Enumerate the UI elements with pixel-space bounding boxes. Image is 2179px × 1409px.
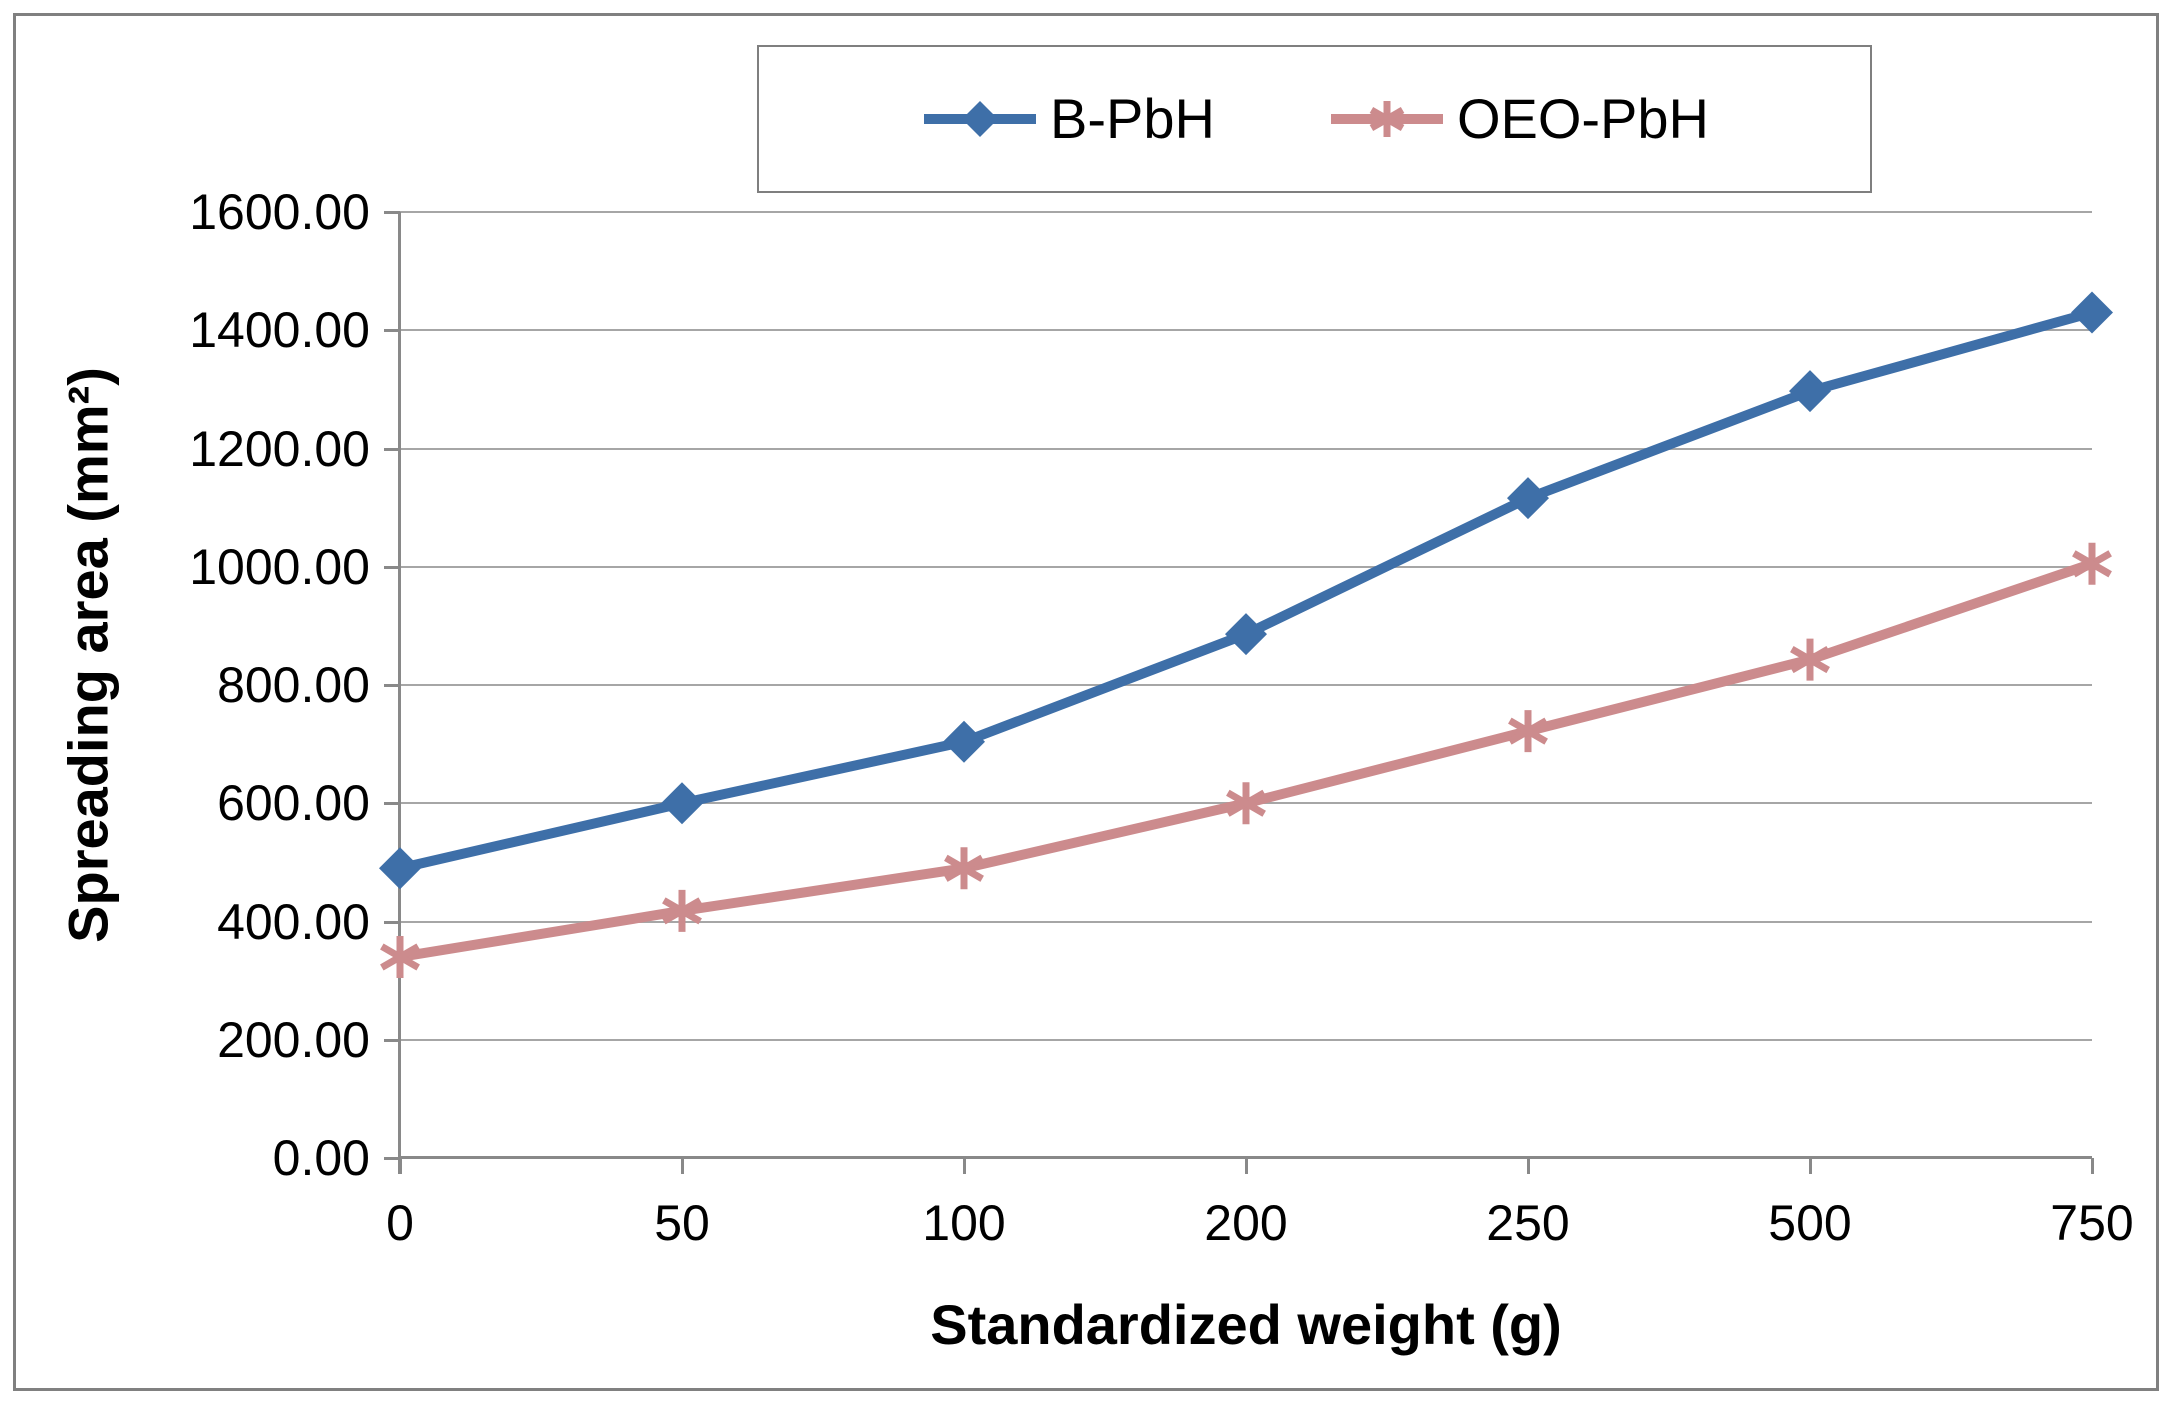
plot-area bbox=[379, 291, 2113, 978]
gridline bbox=[400, 447, 2092, 450]
y-axis-line bbox=[398, 212, 401, 1174]
y-tick bbox=[384, 684, 400, 687]
data-point-marker-B-PbH bbox=[1507, 477, 1549, 520]
legend-asterisk-marker-icon bbox=[1330, 101, 1443, 137]
x-axis-title: Standardized weight (g) bbox=[930, 1293, 1562, 1356]
data-point-marker-OEO-PbH bbox=[1226, 789, 1266, 817]
data-point-marker-B-PbH bbox=[661, 782, 703, 825]
x-tick-label: 50 bbox=[654, 1195, 710, 1251]
legend: B-PbH OEO-PbH bbox=[757, 45, 1872, 193]
y-tick-label: 800.00 bbox=[217, 657, 370, 713]
y-tick bbox=[384, 447, 400, 451]
data-point-marker-OEO-PbH bbox=[1790, 646, 1830, 674]
y-tick bbox=[384, 920, 400, 924]
data-point-marker-B-PbH bbox=[2071, 291, 2113, 334]
gridline bbox=[400, 329, 2092, 332]
x-tick bbox=[681, 1158, 684, 1174]
legend-label-oeo-pbh: OEO-PbH bbox=[1456, 87, 1709, 150]
legend-marker-shape bbox=[962, 101, 998, 137]
y-tick-label: 600.00 bbox=[217, 775, 370, 832]
x-tick-label: 100 bbox=[922, 1195, 1006, 1251]
gridline bbox=[400, 920, 2092, 923]
y-tick-label: 1200.00 bbox=[189, 420, 370, 477]
gridline bbox=[400, 565, 2092, 568]
x-tick-label: 750 bbox=[2050, 1195, 2134, 1251]
data-point-marker-OEO-PbH bbox=[2072, 550, 2112, 578]
gridline bbox=[400, 211, 2092, 213]
x-tick bbox=[1245, 1158, 1248, 1174]
y-tick-label: 1400.00 bbox=[189, 302, 370, 359]
x-tick bbox=[2091, 1158, 2094, 1174]
x-axis-line bbox=[400, 1156, 2092, 1159]
y-tick bbox=[384, 1157, 400, 1160]
y-tick bbox=[384, 565, 400, 569]
data-point-marker-OEO-PbH bbox=[380, 943, 420, 971]
legend-diamond-marker-icon bbox=[924, 101, 1036, 137]
data-point-marker-B-PbH bbox=[1225, 613, 1267, 656]
data-point-marker-OEO-PbH bbox=[1508, 717, 1548, 745]
y-tick bbox=[384, 211, 400, 214]
y-tick-label: 1600.00 bbox=[189, 184, 370, 240]
y-tick-label: 0.00 bbox=[272, 1130, 370, 1186]
data-point-marker-OEO-PbH bbox=[662, 897, 702, 925]
y-tick-label: 200.00 bbox=[217, 1011, 370, 1068]
data-point-marker-OEO-PbH bbox=[944, 854, 984, 882]
gridline bbox=[400, 1038, 2092, 1041]
legend-label-b-pbh: B-PbH bbox=[1050, 87, 1215, 150]
y-tick-label: 1000.00 bbox=[189, 538, 370, 595]
x-tick-label: 250 bbox=[1486, 1195, 1570, 1251]
x-tick-label: 500 bbox=[1768, 1195, 1852, 1251]
x-tick bbox=[963, 1158, 966, 1174]
legend-item-oeo-pbh: OEO-PbH bbox=[1327, 91, 1709, 147]
x-tick bbox=[1809, 1158, 1812, 1174]
data-point-marker-B-PbH bbox=[379, 847, 421, 890]
y-tick-label: 400.00 bbox=[217, 893, 370, 950]
figure-border bbox=[13, 13, 2159, 1391]
x-tick bbox=[1527, 1158, 1530, 1174]
data-point-marker-B-PbH bbox=[1789, 370, 1831, 413]
y-tick bbox=[384, 802, 400, 806]
y-tick bbox=[384, 329, 400, 333]
y-tick bbox=[384, 1038, 400, 1042]
legend-marker-shape bbox=[1369, 106, 1405, 132]
x-tick-label: 200 bbox=[1204, 1195, 1288, 1251]
gridline bbox=[400, 684, 2092, 686]
x-tick-label: 0 bbox=[386, 1195, 414, 1251]
legend-item-b-pbh: B-PbH bbox=[920, 91, 1215, 147]
data-point-marker-B-PbH bbox=[943, 720, 985, 763]
